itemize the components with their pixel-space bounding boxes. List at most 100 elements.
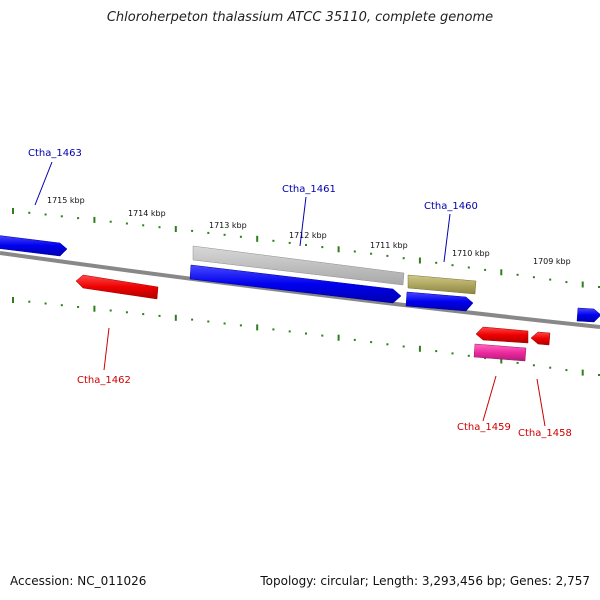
gene-ctha-1463[interactable] [0, 235, 68, 257]
ruler-inner-ticks [12, 297, 600, 376]
ruler-dot [516, 361, 519, 364]
gene-ctha-1459-alt[interactable] [473, 343, 527, 362]
gene-ctha-1460[interactable] [405, 291, 474, 312]
ruler-tick [337, 246, 340, 253]
gene-label-ctha-1460[interactable]: Ctha_1460 [424, 201, 478, 212]
ruler-dot [288, 241, 291, 244]
ruler-dot [386, 254, 389, 257]
ruler-dot [451, 264, 454, 267]
ruler-dot [223, 322, 226, 325]
ruler-dot [109, 309, 112, 312]
ruler-tick [500, 357, 503, 364]
ruler-dot [77, 306, 80, 308]
gene-forward-edge[interactable] [576, 307, 600, 323]
ruler-dot [484, 268, 487, 271]
ruler-tick [418, 257, 421, 264]
ruler-label: 1709 kbp [533, 257, 571, 266]
ruler-dot [532, 276, 535, 279]
ruler-dot [223, 233, 226, 236]
gene-ctha-1462[interactable] [75, 274, 159, 300]
ruler-dot [288, 330, 291, 333]
ruler-tick [12, 208, 14, 214]
ruler-dot [158, 314, 161, 317]
ruler-dot [44, 213, 47, 216]
ruler-dot [77, 217, 80, 220]
gene-ctha-1459[interactable] [475, 326, 529, 344]
ruler-dot [435, 261, 438, 264]
ruler-dot [598, 374, 600, 376]
ruler-dot [565, 369, 568, 372]
ruler-label: 1711 kbp [370, 241, 408, 250]
ruler-tick [418, 345, 421, 352]
ruler-dot [142, 313, 145, 316]
ruler-dot [28, 300, 31, 303]
ruler-dot [125, 311, 128, 314]
gene-labels: Ctha_1463 Ctha_1462 Ctha_1461 Ctha_1460 … [28, 148, 572, 439]
genome-summary-text: Topology: circular; Length: 3,293,456 bp… [260, 574, 590, 588]
ruler-dot [158, 226, 161, 229]
gene-label-ctha-1458[interactable]: Ctha_1458 [518, 428, 572, 439]
genome-title: Chloroherpeton thalassium ATCC 35110, co… [106, 10, 494, 25]
leader-ctha-1461 [299, 196, 307, 247]
ruler-dot [191, 318, 194, 321]
gene-rna-feature[interactable] [407, 274, 477, 295]
ruler-dot [239, 324, 242, 327]
ruler-dot [305, 244, 307, 246]
ruler-dot [321, 246, 324, 249]
ruler-label: 1712 kbp [289, 231, 327, 240]
leader-ctha-1462 [103, 327, 110, 371]
ruler-dot [598, 286, 600, 288]
ruler-tick [500, 269, 503, 276]
ruler-dot [207, 320, 210, 323]
accession-text: Accession: NC_011026 [10, 574, 147, 588]
gene-label-ctha-1463[interactable]: Ctha_1463 [28, 148, 82, 159]
ruler-dot [402, 345, 405, 348]
ruler-tick [581, 281, 584, 288]
ruler-dot [402, 257, 405, 260]
ruler-tick [256, 324, 259, 331]
ruler-dot [142, 224, 145, 227]
ruler-dot [44, 302, 47, 305]
ruler-label: 1713 kbp [209, 221, 247, 230]
ruler-outer-ticks [12, 208, 600, 288]
ruler-dot [467, 354, 470, 357]
ruler-dot [60, 215, 63, 218]
gene-label-ctha-1461[interactable]: Ctha_1461 [282, 184, 336, 195]
ruler-dot [28, 211, 31, 214]
ruler-dot [207, 231, 210, 234]
ruler-labels: 1715 kbp 1714 kbp 1713 kbp 1712 kbp 1711… [47, 196, 571, 266]
ruler-dot [532, 364, 535, 367]
gene-pseudo-feature[interactable] [192, 245, 405, 286]
ruler-dot [467, 266, 470, 269]
leader-ctha-1460 [443, 213, 451, 263]
ruler-tick [174, 226, 177, 232]
ruler-dot [516, 273, 519, 276]
ruler-dot [125, 222, 128, 225]
gene-label-ctha-1459[interactable]: Ctha_1459 [457, 422, 511, 433]
ruler-label: 1710 kbp [452, 249, 490, 258]
ruler-dot [272, 328, 275, 331]
leader-ctha-1463 [34, 161, 53, 206]
ruler-dot [272, 239, 275, 242]
ruler-tick [337, 334, 340, 341]
ruler-dot [435, 350, 438, 353]
gene-ctha-1461[interactable] [189, 264, 402, 304]
ruler-label: 1715 kbp [47, 196, 85, 205]
leader-ctha-1459 [482, 375, 497, 422]
ruler-tick [581, 369, 584, 376]
gene-label-ctha-1462[interactable]: Ctha_1462 [77, 375, 131, 386]
ruler-dot [386, 343, 389, 346]
gene-features [0, 235, 600, 362]
gene-leader-lines [34, 161, 546, 427]
ruler-dot [191, 229, 194, 232]
ruler-label: 1714 kbp [128, 209, 166, 218]
ruler-dot [60, 304, 63, 307]
ruler-dot [353, 338, 356, 341]
ruler-tick [93, 305, 96, 312]
ruler-tick [93, 216, 96, 223]
ruler-tick [12, 297, 14, 303]
gene-ctha-1458[interactable] [530, 331, 551, 346]
ruler-dot [305, 332, 307, 335]
ruler-dot [565, 281, 568, 284]
leader-ctha-1458 [536, 378, 546, 427]
